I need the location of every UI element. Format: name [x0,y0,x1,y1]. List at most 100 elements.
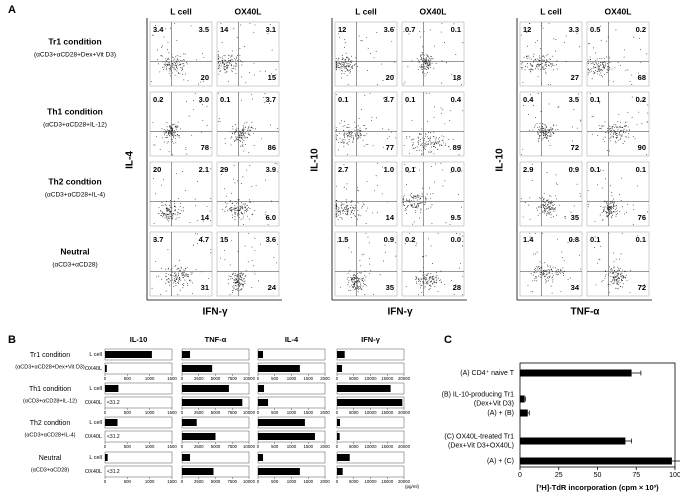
event-dot [169,209,170,210]
event-dot [418,196,419,197]
column-header: OX40L [235,6,262,16]
event-dot [553,205,554,206]
event-dot [599,68,600,69]
event-dot [413,195,414,196]
event-dot [225,259,226,260]
event-dot [413,144,414,145]
event-dot [550,212,551,213]
event-dot [527,58,528,59]
event-dot [174,130,175,131]
event-dot [234,165,235,166]
event-dot [203,57,204,58]
event-dot [180,67,181,68]
event-dot [358,279,359,280]
event-dot [371,117,372,118]
event-dot [617,275,618,276]
event-dot [428,273,429,274]
event-dot [615,124,616,125]
event-dot [422,256,423,257]
event-dot [178,273,179,274]
event-dot [165,214,166,215]
event-dot [540,58,541,59]
event-dot [225,207,226,208]
event-dot [614,132,615,133]
event-dot [373,294,374,295]
event-dot [537,252,538,253]
event-dot [339,211,340,212]
event-dot [421,285,422,286]
bar [105,365,107,372]
event-dot [178,209,179,210]
event-dot [610,130,611,131]
event-dot [180,60,181,61]
event-dot [160,210,161,211]
event-dot [592,134,593,135]
event-dot [158,213,159,214]
event-dot [233,28,234,29]
event-dot [226,206,227,207]
event-dot [555,272,556,273]
event-dot [617,213,618,214]
event-dot [237,139,238,140]
event-dot [532,180,533,181]
event-dot [537,64,538,65]
event-dot [338,215,339,216]
event-dot [607,216,608,217]
event-dot [420,279,421,280]
event-dot [343,65,344,66]
event-dot [222,60,223,61]
event-dot [191,272,192,273]
event-dot [357,219,358,220]
event-dot [163,69,164,70]
event-dot [598,67,599,68]
event-dot [461,207,462,208]
event-dot [341,66,342,67]
event-dot [176,65,177,66]
event-dot [611,270,612,271]
event-dot [361,207,362,208]
event-dot [611,217,612,218]
event-dot [183,277,184,278]
event-dot [418,69,419,70]
event-dot [225,72,226,73]
event-dot [232,126,233,127]
event-dot [547,211,548,212]
event-dot [231,70,232,71]
event-dot [391,41,392,42]
event-dot [361,134,362,135]
event-dot [168,134,169,135]
event-dot [347,206,348,207]
x-axis-label: IFN-γ [388,307,413,318]
event-dot [409,153,410,154]
event-dot [236,208,237,209]
event-dot [434,136,435,137]
event-dot [355,57,356,58]
event-dot [346,143,347,144]
event-dot [170,133,171,134]
event-dot [612,280,613,281]
event-dot [553,65,554,66]
event-dot [236,289,237,290]
event-dot [172,57,173,58]
event-dot [619,211,620,212]
event-dot [612,279,613,280]
event-dot [353,275,354,276]
event-dot [593,116,594,117]
event-dot [364,280,365,281]
event-dot [246,209,247,210]
event-dot [435,282,436,283]
event-dot [540,60,541,61]
x-tick-label: 7500 [227,444,237,449]
event-dot [437,149,438,150]
event-dot [170,75,171,76]
event-dot [420,212,421,213]
event-dot [168,58,169,59]
x-tick-label: 0 [181,479,184,484]
event-dot [347,211,348,212]
event-dot [437,275,438,276]
x-tick-label: 50 [594,472,602,479]
event-dot [186,273,187,274]
event-dot [170,69,171,70]
quadrant-value: 35 [571,213,579,222]
event-dot [416,150,417,151]
